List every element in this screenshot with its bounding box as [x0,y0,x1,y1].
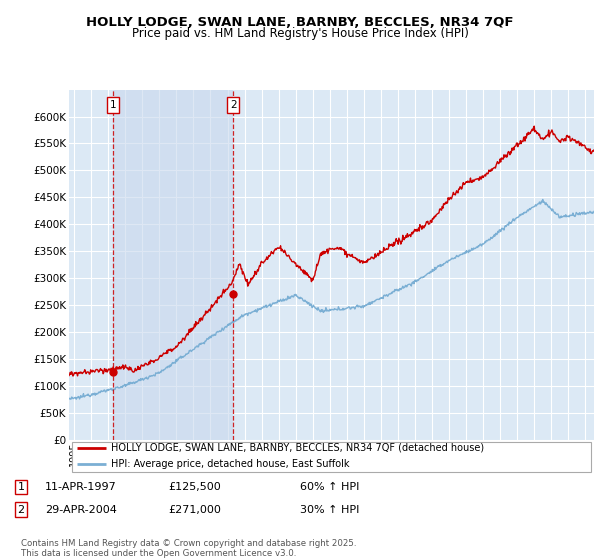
Text: Price paid vs. HM Land Registry's House Price Index (HPI): Price paid vs. HM Land Registry's House … [131,27,469,40]
Text: £271,000: £271,000 [168,505,221,515]
Text: 1: 1 [110,100,116,110]
Text: 2: 2 [17,505,25,515]
Text: 11-APR-1997: 11-APR-1997 [45,482,117,492]
Text: 30% ↑ HPI: 30% ↑ HPI [300,505,359,515]
Text: HOLLY LODGE, SWAN LANE, BARNBY, BECCLES, NR34 7QF (detached house): HOLLY LODGE, SWAN LANE, BARNBY, BECCLES,… [111,443,484,453]
FancyBboxPatch shape [71,442,592,472]
Text: HPI: Average price, detached house, East Suffolk: HPI: Average price, detached house, East… [111,459,349,469]
Text: Contains HM Land Registry data © Crown copyright and database right 2025.
This d: Contains HM Land Registry data © Crown c… [21,539,356,558]
Text: £125,500: £125,500 [168,482,221,492]
Text: 29-APR-2004: 29-APR-2004 [45,505,117,515]
Bar [113,90,233,440]
Text: 1: 1 [17,482,25,492]
Text: HOLLY LODGE, SWAN LANE, BARNBY, BECCLES, NR34 7QF: HOLLY LODGE, SWAN LANE, BARNBY, BECCLES,… [86,16,514,29]
Text: 60% ↑ HPI: 60% ↑ HPI [300,482,359,492]
Text: 2: 2 [230,100,236,110]
